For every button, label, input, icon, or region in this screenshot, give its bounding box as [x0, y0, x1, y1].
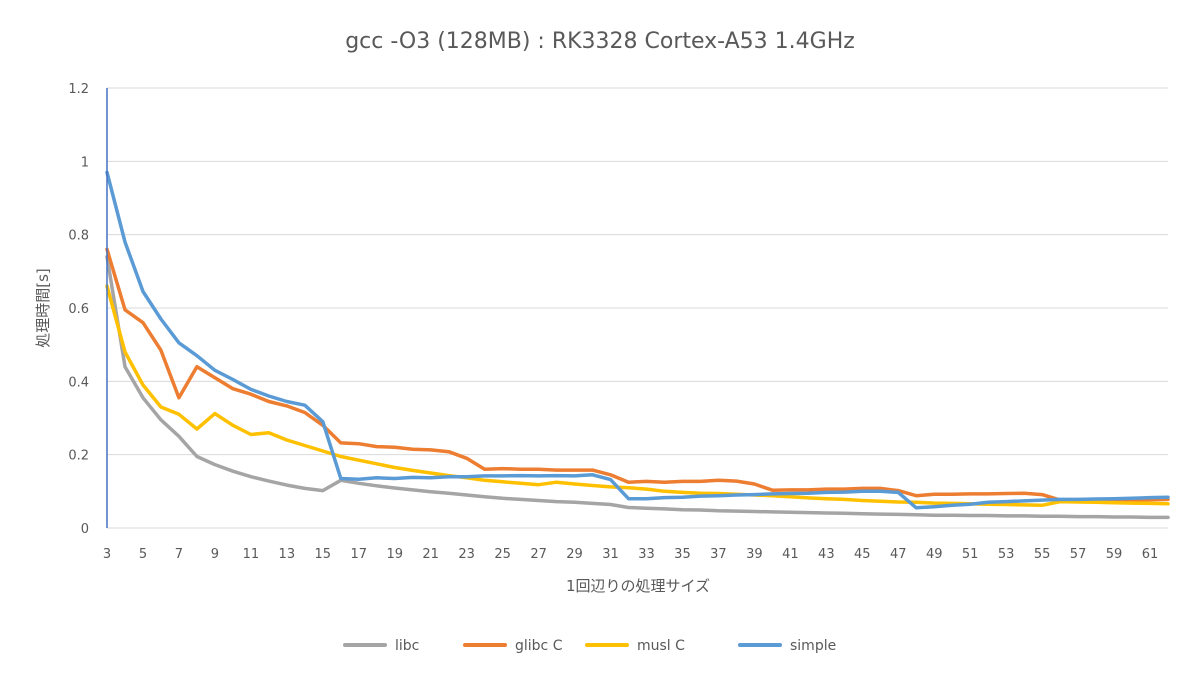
x-tick-label: 3 — [103, 547, 111, 562]
series-line-simple — [105, 170, 1170, 510]
x-tick-label: 57 — [1070, 547, 1087, 562]
x-tick-label: 7 — [175, 547, 183, 562]
legend-label: glibc C — [515, 638, 563, 654]
x-tick-label: 19 — [386, 547, 403, 562]
gridlines — [107, 87, 1168, 529]
x-tick-label: 15 — [315, 547, 332, 562]
x-tick-label: 43 — [818, 547, 835, 562]
x-tick-label: 41 — [782, 547, 799, 562]
x-tick-label: 11 — [243, 547, 260, 562]
y-tick-label: 0.8 — [68, 229, 89, 244]
x-tick-label: 33 — [638, 547, 655, 562]
x-tick-label: 49 — [926, 547, 943, 562]
y-axis-ticks: 0 0.2 0.4 0.6 0.8 1 1.2 — [68, 82, 89, 537]
y-axis-label: 処理時間[s] — [34, 268, 52, 348]
x-tick-label: 27 — [530, 547, 547, 562]
x-tick-label: 35 — [674, 547, 691, 562]
chart-title: gcc -O3 (128MB) : RK3328 Cortex-A53 1.4G… — [345, 29, 855, 54]
x-tick-label: 45 — [854, 547, 871, 562]
x-tick-label: 21 — [422, 547, 439, 562]
x-tick-label: 13 — [279, 547, 296, 562]
x-tick-label: 37 — [710, 547, 727, 562]
x-tick-label: 31 — [602, 547, 619, 562]
x-axis-ticks: 3 5 7 9 11 13 15 17 19 21 23 25 27 29 31 33 35 37 39 41 43 45… — [103, 547, 1158, 562]
y-tick-label: 0.4 — [68, 375, 89, 390]
y-tick-label: 0.6 — [68, 302, 89, 317]
y-tick-label: 1.2 — [68, 82, 89, 97]
x-tick-label: 9 — [211, 547, 219, 562]
x-tick-label: 29 — [566, 547, 583, 562]
x-tick-label: 51 — [962, 547, 979, 562]
series-line-musl-c — [105, 284, 1170, 508]
y-tick-label: 1 — [81, 155, 89, 170]
x-tick-label: 47 — [890, 547, 907, 562]
x-tick-label: 23 — [458, 547, 475, 562]
series-line-libc — [105, 254, 1170, 520]
series-lines — [105, 170, 1170, 520]
legend: libc glibc C musl C simple — [343, 638, 836, 654]
y-tick-label: 0 — [81, 522, 89, 537]
x-tick-label: 55 — [1034, 547, 1051, 562]
x-tick-label: 59 — [1106, 547, 1123, 562]
y-tick-label: 0.2 — [68, 449, 89, 464]
x-tick-label: 39 — [746, 547, 763, 562]
x-tick-label: 61 — [1142, 547, 1159, 562]
x-tick-label: 53 — [998, 547, 1015, 562]
x-tick-label: 5 — [139, 547, 147, 562]
x-tick-label: 25 — [494, 547, 511, 562]
x-axis-label: 1回辺りの処理サイズ — [566, 577, 710, 595]
x-tick-label: 17 — [350, 547, 367, 562]
legend-label: libc — [395, 638, 419, 654]
legend-label: simple — [790, 638, 836, 654]
legend-label: musl C — [637, 638, 685, 654]
series-line-glibc-c — [105, 247, 1170, 502]
